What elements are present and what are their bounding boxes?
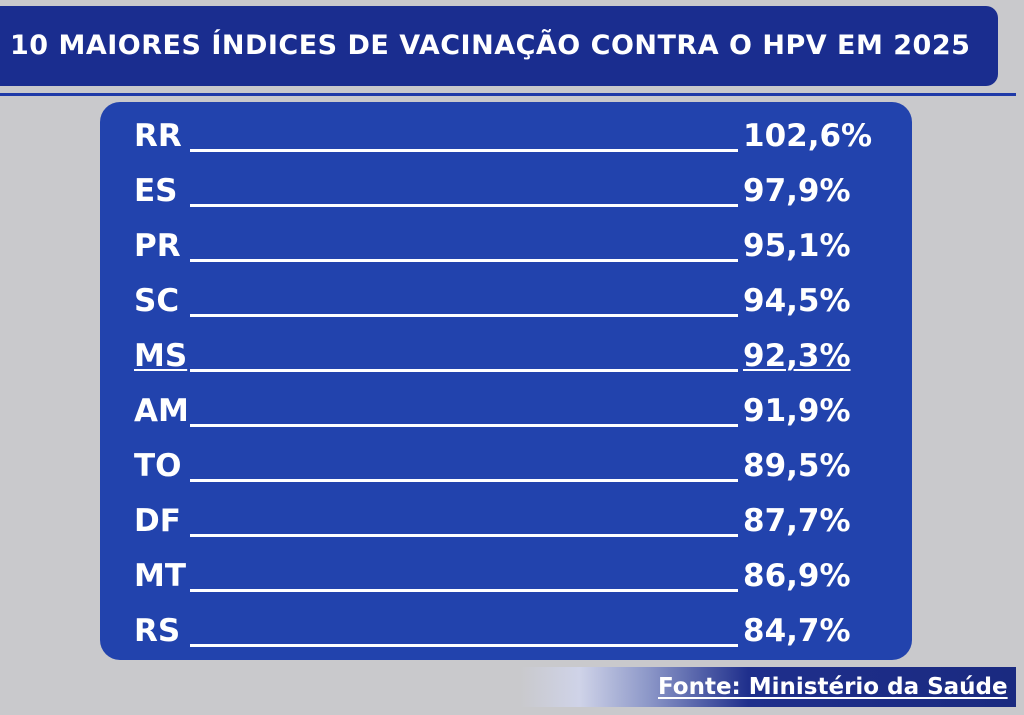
vaccination-rate: 84,7% [743,613,851,649]
state-code: MS [134,338,188,374]
vaccination-rate: 91,9% [743,393,851,429]
source-label: Fonte: Ministério da Saúde [658,674,1008,700]
leader-line [190,644,738,647]
ranking-row: MT 86,9% [100,550,912,600]
vaccination-rate: 87,7% [743,503,851,539]
leader-line [190,479,738,482]
ranking-row: RR 102,6% [100,110,912,160]
leader-line [190,204,738,207]
vaccination-rate: 102,6% [743,118,873,154]
leader-line [190,534,738,537]
ranking-row: TO 89,5% [100,440,912,490]
ranking-row: DF 87,7% [100,495,912,545]
ranking-row: MS 92,3% [100,330,912,380]
ranking-row: RS 84,7% [100,605,912,655]
leader-line [190,314,738,317]
chart-title: 10 MAIORES ÍNDICES DE VACINAÇÃO CONTRA O… [10,30,971,61]
source-band [520,667,1016,707]
vaccination-rate: 92,3% [743,338,851,374]
state-code: RR [134,118,182,154]
state-code: MT [134,558,186,594]
leader-line [190,259,738,262]
vaccination-rate: 95,1% [743,228,851,264]
vaccination-rate: 94,5% [743,283,851,319]
vaccination-rate: 89,5% [743,448,851,484]
header-bar [0,6,998,86]
ranking-row: SC 94,5% [100,275,912,325]
leader-line [190,424,738,427]
leader-line [190,369,738,372]
ranking-row: ES 97,9% [100,165,912,215]
state-code: SC [134,283,180,319]
leader-line [190,149,738,152]
vaccination-rate: 86,9% [743,558,851,594]
state-code: AM [134,393,189,429]
leader-line [190,589,738,592]
state-code: TO [134,448,182,484]
state-code: DF [134,503,181,539]
ranking-row: PR 95,1% [100,220,912,270]
state-code: PR [134,228,181,264]
state-code: ES [134,173,178,209]
header-divider [0,93,1016,96]
state-code: RS [134,613,181,649]
ranking-panel: RR 102,6% ES 97,9% PR 95,1% SC 94,5% MS 92,3% AM 91… [100,102,912,660]
ranking-row: AM 91,9% [100,385,912,435]
vaccination-rate: 97,9% [743,173,851,209]
